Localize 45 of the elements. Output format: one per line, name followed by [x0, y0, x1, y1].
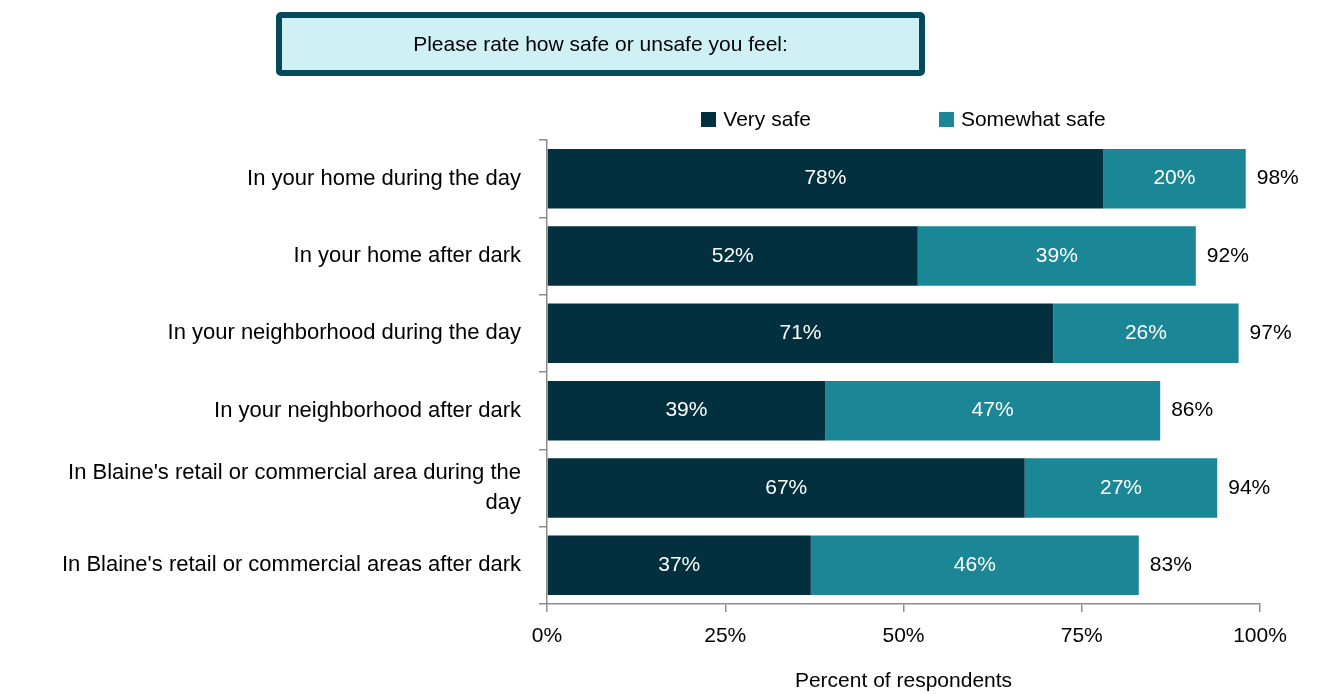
bar: [547, 535, 811, 596]
data-label: 27%: [1099, 474, 1142, 498]
x-tick-label: 0%: [531, 623, 563, 647]
total-label: 98%: [1256, 165, 1299, 189]
y-tick-label: In your home during the day: [247, 164, 521, 190]
bar: [547, 380, 826, 441]
data-label: 47%: [971, 397, 1014, 421]
data-label: 71%: [779, 320, 822, 344]
bar: [1024, 458, 1218, 518]
bar: [1053, 303, 1239, 364]
total-label: 97%: [1249, 320, 1292, 344]
data-label: 39%: [1035, 242, 1078, 266]
data-label: 78%: [804, 165, 847, 189]
y-tick-label: In Blaine's retail or commercial areas after dark: [61, 551, 522, 577]
y-tick-label: In your neighborhood during the day: [167, 319, 521, 345]
x-tick-label: 50%: [882, 623, 925, 647]
bar: [917, 226, 1196, 286]
y-tick-label: In your home after dark: [293, 242, 522, 268]
data-label: 20%: [1153, 165, 1196, 189]
total-label: 94%: [1228, 474, 1271, 498]
data-label: 37%: [658, 552, 701, 576]
x-axis-title: Percent of respondents: [794, 668, 1013, 692]
data-label: 67%: [765, 474, 808, 498]
data-label: 52%: [711, 242, 754, 266]
chart-title: Please rate how safe or unsafe you feel:: [276, 12, 925, 76]
bar: [547, 303, 1054, 364]
legend-label: Somewhat safe: [960, 107, 1106, 131]
y-tick-label: In Blaine's retail or commercial area during the day: [68, 458, 521, 515]
bar: [1103, 148, 1246, 209]
x-tick-label: 25%: [704, 623, 747, 647]
bar: [547, 148, 1104, 209]
data-label: 46%: [953, 552, 996, 576]
total-label: 83%: [1149, 552, 1192, 576]
bar: [825, 380, 1161, 441]
data-label: 26%: [1124, 320, 1167, 344]
data-label: 39%: [665, 397, 708, 421]
total-label: 92%: [1206, 242, 1249, 266]
y-tick-label: In your neighborhood after dark: [214, 396, 522, 422]
bar: [547, 226, 918, 286]
x-tick-label: 75%: [1060, 623, 1103, 647]
x-tick-label: 100%: [1233, 623, 1287, 647]
bar: [810, 535, 1139, 596]
bar: [547, 458, 1025, 518]
total-label: 86%: [1171, 397, 1214, 421]
legend-label: Very safe: [723, 107, 811, 131]
